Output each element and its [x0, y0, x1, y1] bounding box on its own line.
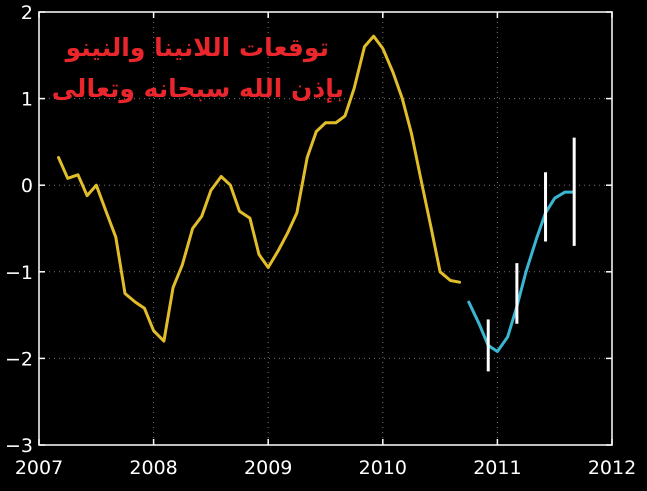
forecast-line [467, 190, 576, 353]
x-tick-label: 2008 [129, 457, 177, 479]
plot-frame [38, 11, 613, 446]
x-tick-label: 2009 [244, 457, 292, 479]
y-tick-label: 0 [21, 175, 33, 197]
axis-ticks: 2007 2008 2009 2010 2011 2012 −3 −2 −1 0 1 2 [5, 2, 636, 479]
chart-title: توقعات اللانينا والنينو بإذن الله سبحانه… [52, 33, 344, 104]
x-tick-label: 2012 [588, 457, 636, 479]
x-tick-label: 2007 [15, 457, 63, 479]
observed-line [57, 34, 462, 343]
title-line-2: بإذن الله سبحانه وتعالى [52, 74, 344, 104]
grid [39, 12, 612, 445]
y-tick-label: −2 [5, 348, 33, 370]
y-tick-label: −3 [5, 435, 33, 457]
y-tick-label: 2 [21, 2, 33, 24]
data-layer [57, 34, 576, 372]
title-line-1: توقعات اللانينا والنينو [64, 33, 329, 63]
x-tick-label: 2010 [359, 457, 407, 479]
x-tick-label: 2011 [473, 457, 521, 479]
y-tick-label: −1 [5, 262, 33, 284]
y-tick-label: 1 [21, 89, 33, 111]
